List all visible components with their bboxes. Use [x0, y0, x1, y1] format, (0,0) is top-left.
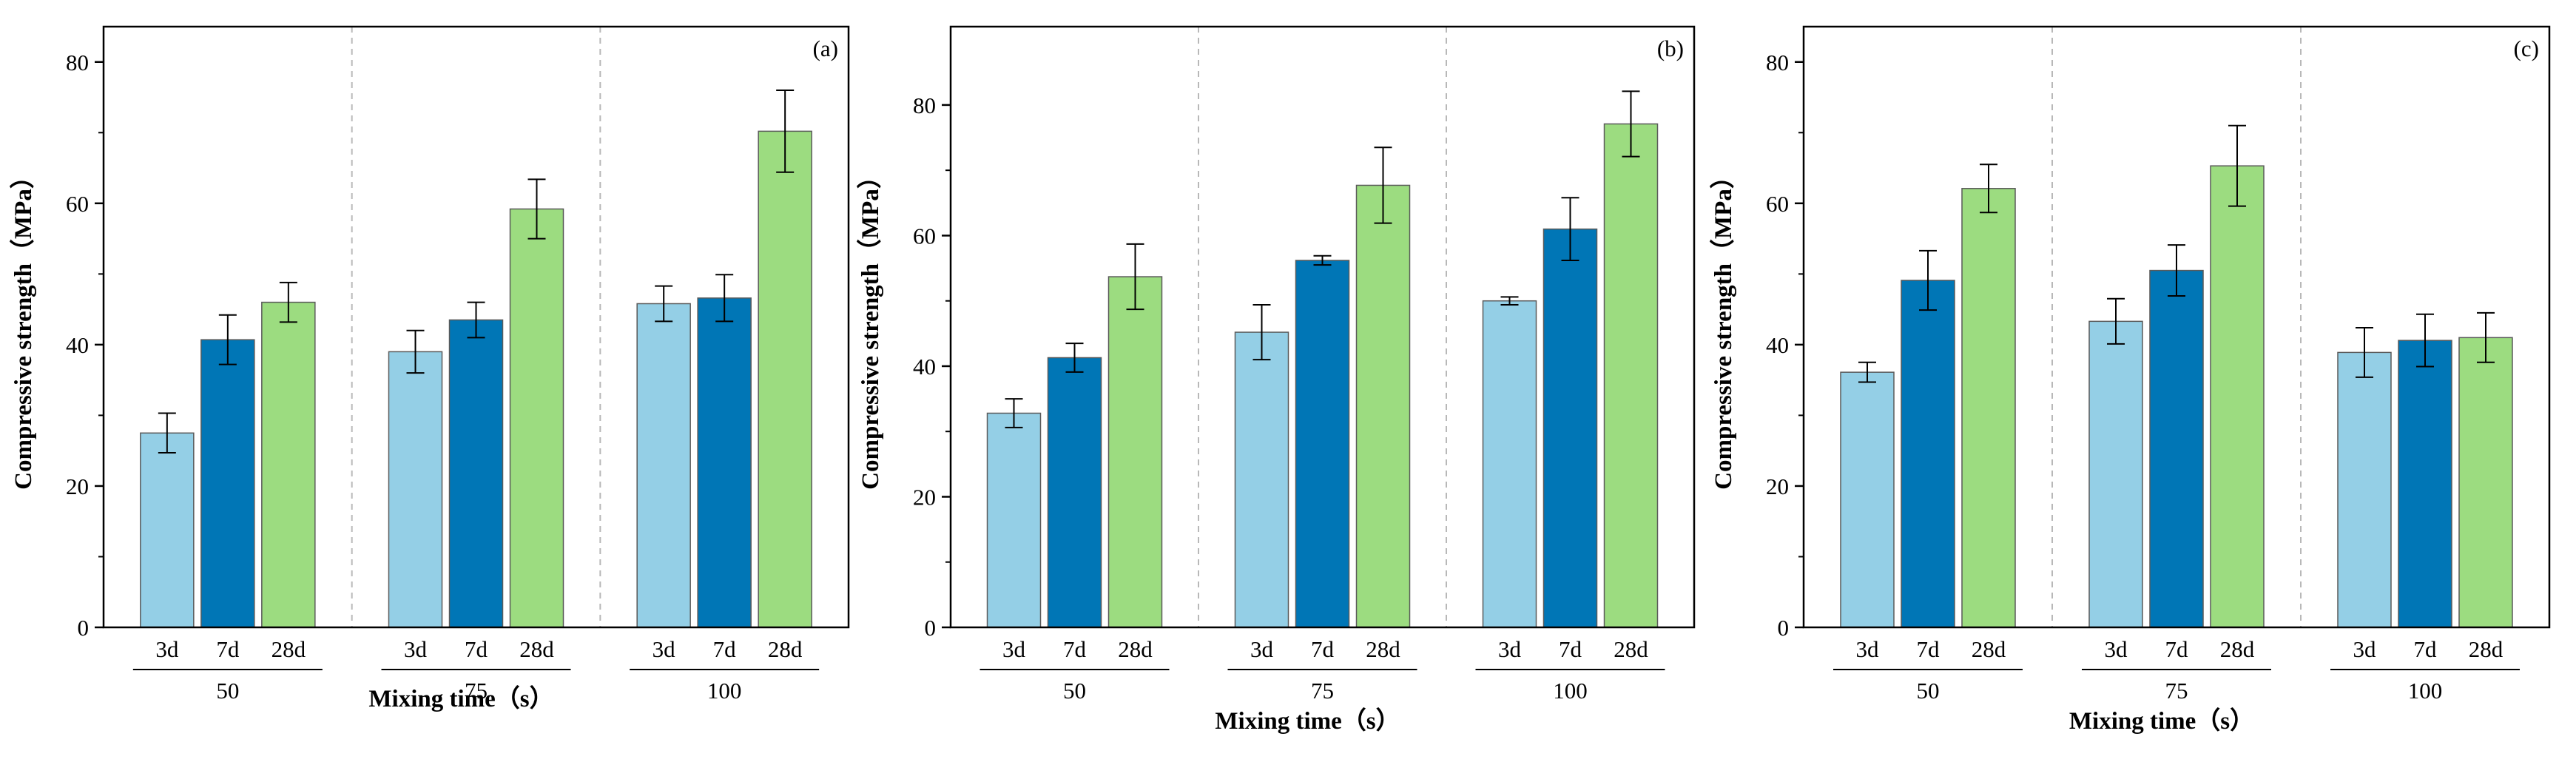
y-tick-label: 20 [1766, 473, 1789, 499]
bar-3d-100 [1482, 300, 1537, 628]
panel-label: (b) [1657, 36, 1684, 61]
category-label: 3d [155, 636, 179, 662]
group-label: 50 [1063, 678, 1086, 704]
category-label: 7d [2414, 636, 2438, 662]
bar-28d-100 [1603, 123, 1659, 628]
y-tick-label: 80 [913, 92, 936, 118]
y-tick-label: 20 [66, 473, 89, 499]
bar-7d-50 [200, 339, 255, 628]
y-axis-title: Compressive strength（MPa） [10, 164, 37, 490]
y-tick-label: 60 [1766, 191, 1789, 217]
group-label: 75 [465, 678, 488, 704]
bar-28d-100 [758, 130, 812, 628]
category-label: 7d [713, 636, 737, 662]
y-tick-label: 0 [78, 615, 90, 641]
y-tick-label: 0 [925, 615, 937, 641]
bar-7d-100 [2398, 340, 2452, 628]
bar-3d-75 [2088, 320, 2143, 628]
bar-3d-100 [2337, 351, 2392, 628]
bar-3d-50 [1840, 371, 1895, 628]
category-label: 3d [1498, 636, 1522, 662]
plot-frame [1802, 25, 2551, 629]
bar-28d-75 [2210, 165, 2265, 628]
chart-panel-c: 3d 7d 28d 50 3d 7d 28d 75 3d 7d 28d 100 0 20 40 60 80 (c)… [1710, 25, 2551, 735]
category-label: 3d [653, 636, 676, 662]
bar-7d-75 [448, 319, 504, 628]
y-tick-label: 80 [1766, 50, 1789, 75]
category-label: 7d [1311, 636, 1335, 662]
category-label: 28d [2469, 636, 2503, 662]
y-tick-label: 40 [66, 332, 89, 358]
bar-7d-100 [1542, 228, 1598, 628]
bar-28d-100 [2458, 337, 2513, 628]
bar-3d-50 [986, 412, 1042, 628]
bar-3d-50 [140, 432, 195, 628]
bar-7d-50 [1901, 280, 1955, 628]
y-tick-label: 60 [66, 191, 89, 217]
bar-28d-50 [1107, 276, 1163, 628]
group-label: 75 [1311, 678, 1334, 704]
y-tick-label: 40 [913, 354, 936, 380]
x-axis-title: Mixing time（s） [1215, 707, 1400, 735]
category-label: 7d [2165, 636, 2189, 662]
bar-7d-75 [2149, 269, 2204, 628]
bar-3d-75 [388, 351, 443, 628]
group-label: 75 [2165, 678, 2188, 704]
group-label: 100 [1553, 678, 1588, 704]
category-label: 28d [519, 636, 554, 662]
bar-7d-100 [697, 297, 752, 628]
category-label: 3d [1002, 636, 1026, 662]
category-label: 7d [1917, 636, 1941, 662]
bar-28d-50 [261, 301, 316, 628]
category-label: 28d [1366, 636, 1400, 662]
category-label: 3d [1250, 636, 1274, 662]
x-axis-title: Mixing time（s） [368, 685, 553, 712]
y-tick-label: 60 [913, 223, 936, 249]
group-label: 100 [707, 678, 742, 704]
category-label: 28d [1972, 636, 2006, 662]
category-label: 7d [465, 636, 488, 662]
y-tick-label: 20 [913, 484, 936, 510]
plot-frame [102, 25, 850, 629]
y-axis-title: Compressive strength（MPa） [857, 164, 884, 490]
category-label: 3d [2353, 636, 2377, 662]
panel-label: (a) [813, 36, 838, 61]
group-label: 50 [1917, 678, 1940, 704]
category-label: 3d [404, 636, 428, 662]
bar-7d-50 [1047, 357, 1102, 628]
panel-label: (c) [2514, 36, 2539, 61]
y-axis-title: Compressive strength（MPa） [1710, 164, 1737, 490]
category-label: 28d [768, 636, 803, 662]
bar-28d-75 [509, 208, 564, 628]
chart-panel-a: 3d 7d 28d 50 3d 7d 28d 75 3d 7d 28d 100 0 20 40 60 80 (a)… [10, 25, 850, 712]
category-label: 28d [272, 636, 306, 662]
x-axis-title: Mixing time（s） [2069, 707, 2254, 735]
y-tick-label: 40 [1766, 332, 1789, 358]
bar-3d-100 [636, 303, 691, 628]
category-label: 28d [2220, 636, 2255, 662]
category-label: 28d [1118, 636, 1153, 662]
y-tick-label: 80 [66, 50, 89, 75]
category-label: 3d [1856, 636, 1880, 662]
bar-28d-50 [1961, 188, 2016, 628]
group-label: 50 [216, 678, 239, 704]
bar-28d-75 [1355, 184, 1411, 628]
category-label: 3d [2105, 636, 2128, 662]
category-label: 7d [1063, 636, 1087, 662]
bar-3d-75 [1234, 331, 1289, 628]
category-label: 7d [216, 636, 240, 662]
y-tick-label: 0 [1778, 615, 1790, 641]
group-label: 100 [2408, 678, 2443, 704]
bar-7d-75 [1295, 260, 1350, 628]
chart-panel-b: 3d 7d 28d 50 3d 7d 28d 75 3d 7d 28d 100 0 20 40 60 80 (b)… [857, 25, 1696, 735]
category-label: 28d [1614, 636, 1648, 662]
plot-frame [949, 25, 1696, 629]
category-label: 7d [1559, 636, 1582, 662]
